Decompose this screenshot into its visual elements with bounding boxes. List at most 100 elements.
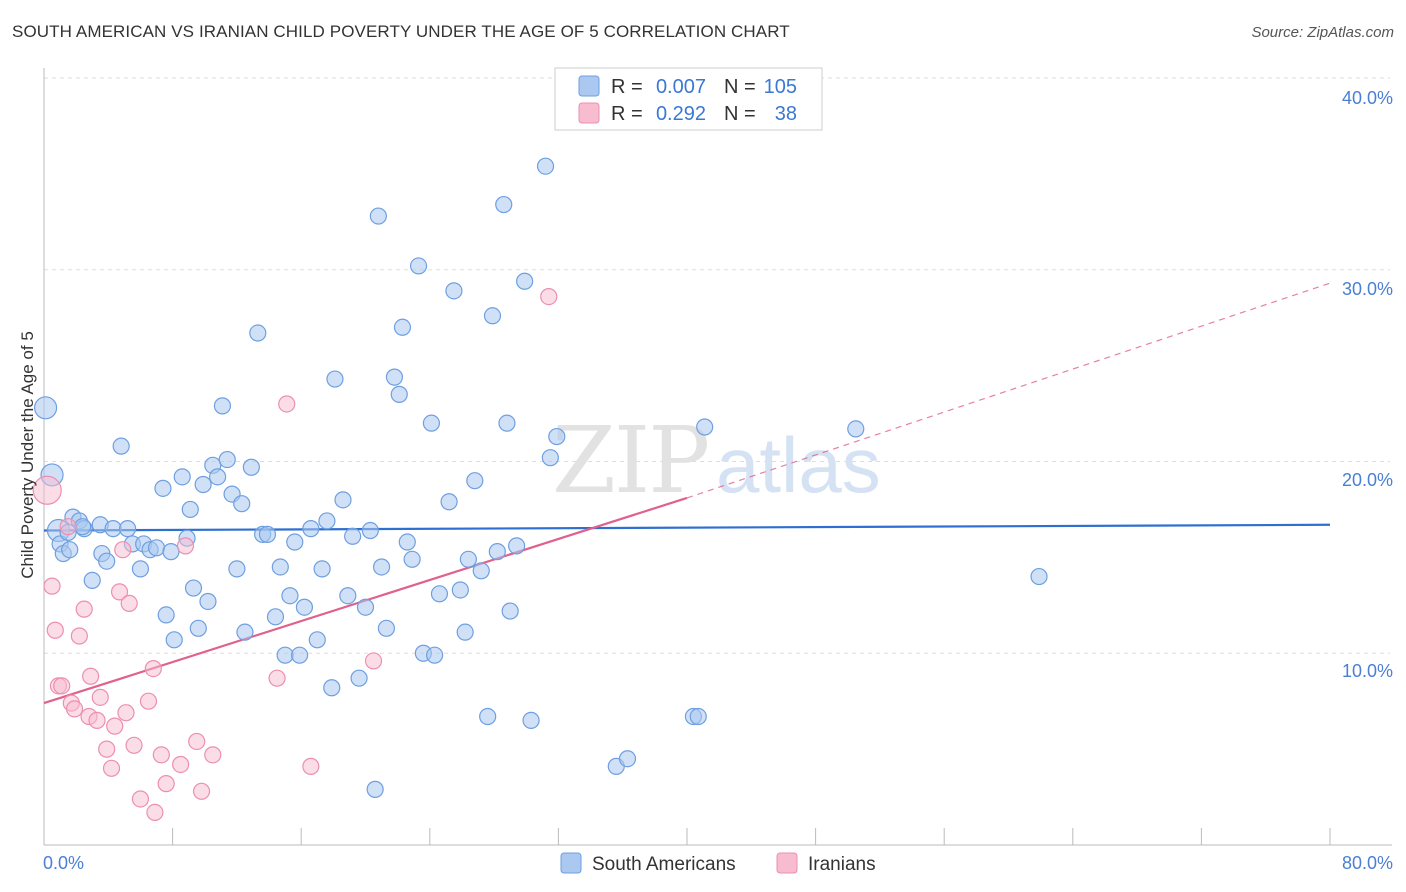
data-point-south-americans [157, 606, 175, 624]
data-point-iranians [32, 475, 62, 505]
data-point-iranians [75, 600, 93, 618]
data-point-south-americans [173, 468, 191, 486]
data-point-south-americans [194, 475, 212, 494]
data-point-south-americans [258, 525, 277, 543]
data-point-south-americans [266, 608, 285, 626]
data-point-south-americans [209, 468, 227, 486]
bottom-legend-label-iranians[interactable]: Iranians [808, 854, 876, 875]
data-point-south-americans [696, 418, 714, 436]
points-south-americans [34, 157, 1048, 798]
x-tick-label-min: 0.0% [43, 853, 84, 873]
data-point-south-americans [495, 195, 513, 214]
data-point-south-americans [361, 521, 379, 540]
data-point-south-americans [516, 272, 534, 290]
data-point-iranians [65, 700, 84, 718]
chart-title: SOUTH AMERICAN VS IRANIAN CHILD POVERTY … [12, 22, 790, 41]
data-point-south-americans [377, 619, 395, 637]
data-point-south-americans [154, 479, 172, 497]
data-point-south-americans [34, 396, 58, 420]
data-point-iranians [188, 732, 206, 751]
data-point-iranians [157, 775, 175, 793]
data-point-south-americans [522, 711, 540, 729]
data-point-south-americans [618, 750, 637, 768]
data-point-south-americans [295, 598, 314, 616]
data-point-south-americans [249, 324, 267, 342]
bottom-legend-label-south-americans[interactable]: South Americans [592, 854, 736, 875]
data-point-south-americans [498, 414, 516, 432]
data-point-iranians [278, 395, 296, 413]
data-point-iranians [59, 518, 77, 536]
legend-r-label: R = [611, 103, 643, 125]
y-tick-label: 10.0% [1342, 661, 1393, 681]
data-point-south-americans [118, 520, 137, 538]
data-point-south-americans [281, 587, 299, 605]
legend-n-label: N = [724, 103, 756, 125]
trend-line-iranians-dashed [686, 282, 1331, 499]
data-point-south-americans [233, 495, 251, 513]
data-point-south-americans [501, 602, 519, 620]
trend-line-south-americans-solid [43, 523, 1331, 532]
data-point-iranians [106, 717, 124, 735]
data-point-south-americans [445, 282, 463, 300]
data-point-south-americans [104, 520, 122, 538]
data-point-south-americans [479, 707, 497, 726]
data-point-south-americans [459, 550, 477, 568]
legend-n-value: 105 [764, 76, 797, 98]
data-point-south-americans [162, 543, 180, 561]
data-point-south-americans [689, 707, 707, 726]
data-point-south-americans [218, 450, 236, 469]
data-point-south-americans [350, 669, 368, 687]
data-point-south-americans [541, 449, 559, 467]
y-tick-label: 40.0% [1342, 88, 1393, 108]
legend-swatch-iranians [578, 102, 600, 124]
source-label: Source: ZipAtlas.com [1251, 24, 1394, 41]
bottom-legend-swatch-iranians[interactable] [776, 852, 798, 874]
data-point-iranians [302, 757, 320, 775]
data-point-south-americans [308, 631, 326, 649]
data-point-south-americans [483, 307, 502, 325]
data-point-south-americans [313, 560, 331, 578]
data-point-south-americans [326, 370, 344, 388]
data-point-south-americans [302, 520, 320, 538]
data-point-south-americans [372, 558, 391, 576]
points-iranians [32, 287, 558, 822]
data-point-south-americans [236, 623, 254, 641]
y-tick-label: 30.0% [1342, 279, 1393, 299]
data-point-south-americans [344, 527, 362, 545]
data-point-south-americans [286, 533, 304, 551]
data-point-iranians [192, 782, 211, 800]
bottom-legend-swatch-south-americans[interactable] [560, 852, 582, 874]
data-point-south-americans [334, 491, 352, 509]
data-point-iranians [110, 583, 129, 601]
data-point-south-americans [98, 552, 116, 570]
data-point-south-americans [356, 598, 375, 616]
data-point-south-americans [83, 571, 101, 589]
data-point-south-americans [403, 550, 421, 568]
data-point-south-americans [189, 619, 207, 637]
data-point-south-americans [165, 631, 183, 649]
stats-legend-box [554, 67, 823, 131]
data-point-iranians [144, 659, 162, 678]
data-point-south-americans [440, 493, 458, 511]
legend-r-value: 0.007 [656, 76, 706, 98]
data-point-south-americans [369, 207, 387, 225]
data-point-south-americans [131, 560, 150, 578]
data-point-south-americans [147, 539, 166, 557]
data-point-south-americans [366, 780, 384, 798]
data-point-south-americans [847, 420, 865, 438]
data-point-south-americans [318, 512, 336, 530]
data-point-iranians [120, 594, 138, 612]
data-point-south-americans [181, 500, 199, 519]
data-point-south-americans [409, 257, 428, 275]
data-point-iranians [46, 621, 64, 639]
data-point-iranians [146, 803, 164, 822]
legend-r-value: 0.292 [656, 103, 706, 125]
data-point-south-americans [548, 427, 566, 446]
data-point-south-americans [422, 414, 441, 432]
stats-legend: R = 0.007 N = 105 R = 0.292 N = 38 [554, 67, 823, 131]
legend-r-label: R = [611, 76, 643, 98]
data-point-south-americans [73, 518, 92, 536]
data-point-iranians [43, 577, 61, 595]
data-point-south-americans [472, 562, 490, 580]
data-point-south-americans [508, 537, 526, 555]
